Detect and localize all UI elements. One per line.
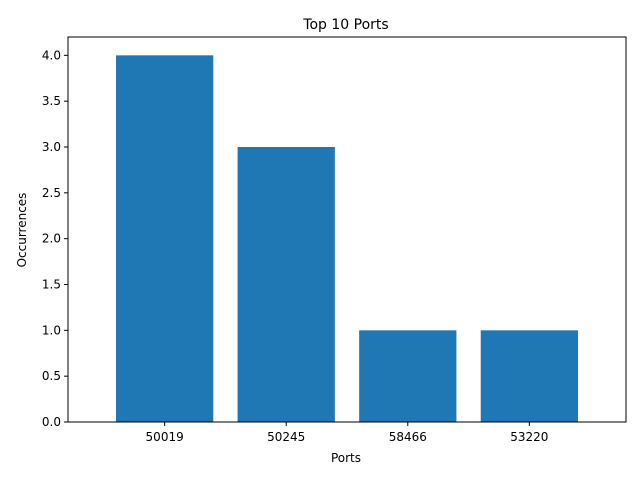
y-tick-label: 0.5 — [42, 369, 61, 383]
x-tick-label: 58466 — [389, 430, 427, 444]
y-tick-label: 0.0 — [42, 415, 61, 429]
y-tick-label: 1.0 — [42, 323, 61, 337]
y-tick-label: 2.5 — [42, 186, 61, 200]
x-tick-label: 53220 — [510, 430, 548, 444]
y-tick-label: 3.5 — [42, 94, 61, 108]
y-tick-label: 1.5 — [42, 278, 61, 292]
bar-50245 — [237, 147, 335, 422]
y-tick-label: 4.0 — [42, 48, 61, 62]
plot-frame — [67, 36, 627, 423]
y-tick-label: 2.0 — [42, 232, 61, 246]
bar-58466 — [359, 330, 457, 422]
y-tick-label: 3.0 — [42, 140, 61, 154]
bars-group — [116, 55, 578, 422]
y-axis-ticks: 0.0 0.5 1.0 1.5 2.0 2.5 3.0 3.5 4.0 — [42, 48, 68, 429]
x-axis-ticks: 50019 50245 58466 53220 — [146, 422, 548, 444]
y-axis-label: Occurrences — [15, 193, 29, 268]
x-tick-label: 50245 — [267, 430, 305, 444]
bar-50019 — [116, 55, 214, 422]
bar-53220 — [480, 330, 578, 422]
x-tick-label: 50019 — [146, 430, 184, 444]
chart-title: Top 10 Ports — [302, 17, 388, 33]
x-axis-label: Ports — [331, 451, 361, 465]
